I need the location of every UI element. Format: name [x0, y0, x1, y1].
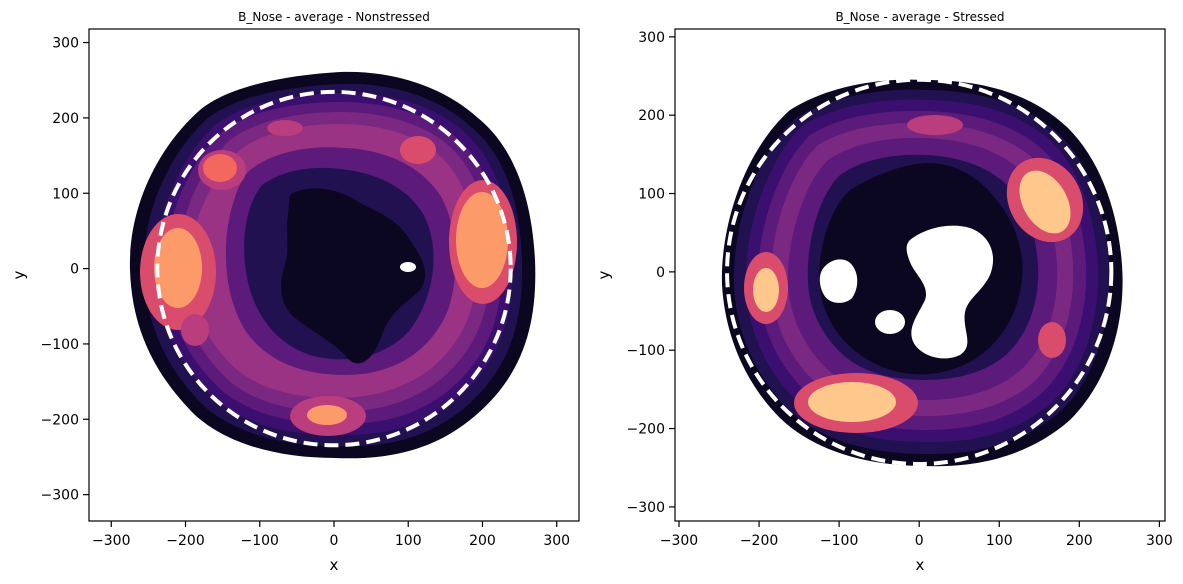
y-tick-label: −100	[41, 337, 79, 353]
x-axis-ticks: −300 −200 −100 0 100 200 300	[92, 521, 570, 549]
hotspot-lowerleft	[181, 314, 209, 346]
chart-title: B_Nose - average - Stressed	[835, 10, 1004, 24]
x-axis-ticks: −300 −200 −100 0 100 200 300	[660, 521, 1173, 549]
y-tick-label: 200	[638, 108, 665, 124]
y-axis-ticks: −300 −200 −100 0 100 200 300	[627, 30, 675, 516]
reference-circle	[155, 89, 513, 448]
x-tick-label: −200	[166, 533, 204, 549]
lowest-spot	[400, 262, 416, 272]
hotspot-topright	[400, 136, 436, 164]
y-tick-label: 100	[52, 186, 79, 202]
x-tick-label: 100	[986, 533, 1013, 549]
y-tick-label: 100	[638, 187, 665, 203]
x-tick-label: 0	[915, 533, 924, 549]
y-tick-label: −300	[41, 488, 79, 504]
hotspot-top	[907, 115, 963, 135]
hotspot-left	[753, 268, 779, 312]
density-contours	[129, 71, 536, 459]
plot-area	[129, 71, 536, 459]
y-axis-label: y	[10, 270, 28, 279]
plot-area	[721, 77, 1123, 467]
empty-region-center	[906, 225, 994, 359]
x-tick-label: −100	[241, 533, 279, 549]
x-tick-label: 300	[543, 533, 570, 549]
hotspot-bottom	[808, 382, 896, 422]
x-tick-label: 0	[330, 533, 339, 549]
hotspot-bottom	[307, 405, 347, 425]
low-density-core	[281, 188, 426, 364]
y-tick-label: −200	[41, 412, 79, 428]
x-tick-label: 300	[1146, 533, 1173, 549]
x-tick-label: −300	[92, 533, 130, 549]
hotspot-lowerright	[1038, 322, 1066, 358]
y-tick-label: −200	[627, 422, 665, 438]
y-tick-label: −300	[627, 500, 665, 516]
x-axis-label: x	[330, 556, 339, 574]
empty-region-lower	[875, 310, 905, 334]
empty-region-left	[819, 259, 858, 303]
y-tick-label: 300	[52, 36, 79, 52]
x-tick-label: 200	[1066, 533, 1093, 549]
x-tick-label: 100	[395, 533, 422, 549]
y-tick-label: 0	[70, 262, 79, 278]
x-axis-label: x	[916, 556, 925, 574]
panel-stressed: B_Nose - average - Stressed	[595, 10, 1173, 574]
y-axis-ticks: −300 −200 −100 0 100 200 300	[41, 36, 89, 504]
y-tick-label: 0	[656, 265, 665, 281]
y-tick-label: −100	[627, 343, 665, 359]
hotspot-upperarc	[267, 120, 303, 136]
axes-frame	[674, 28, 1166, 522]
x-tick-label: −100	[820, 533, 858, 549]
hotspot-right	[456, 192, 508, 288]
panel-nonstressed: B_Nose - average - Nonstressed	[10, 10, 580, 574]
y-tick-label: 200	[52, 111, 79, 127]
hotspot-topleft	[203, 154, 237, 182]
x-tick-label: −200	[740, 533, 778, 549]
hotspot-left	[154, 228, 202, 308]
y-tick-label: 300	[638, 30, 665, 46]
hotspot-right	[1019, 170, 1071, 234]
y-axis-label: y	[595, 270, 613, 279]
reference-circle	[725, 77, 1114, 467]
chart-title: B_Nose - average - Nonstressed	[238, 10, 430, 24]
x-tick-label: 200	[469, 533, 496, 549]
x-tick-label: −300	[660, 533, 698, 549]
density-contours	[721, 79, 1123, 467]
